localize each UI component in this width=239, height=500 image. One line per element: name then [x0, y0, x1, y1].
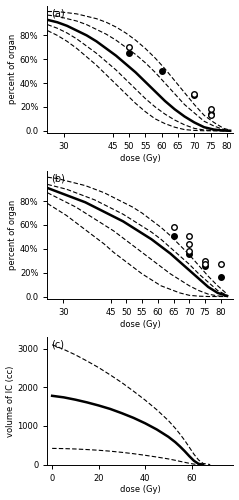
Text: (c): (c): [51, 340, 64, 349]
X-axis label: dose (Gy): dose (Gy): [120, 154, 161, 163]
Text: (a): (a): [51, 8, 65, 18]
Y-axis label: percent of organ: percent of organ: [8, 200, 17, 270]
X-axis label: dose (Gy): dose (Gy): [120, 320, 161, 328]
X-axis label: dose (Gy): dose (Gy): [120, 486, 161, 494]
Text: (b): (b): [51, 174, 65, 184]
Y-axis label: percent of organ: percent of organ: [8, 34, 17, 104]
Y-axis label: volume of IC (cc): volume of IC (cc): [5, 365, 15, 436]
